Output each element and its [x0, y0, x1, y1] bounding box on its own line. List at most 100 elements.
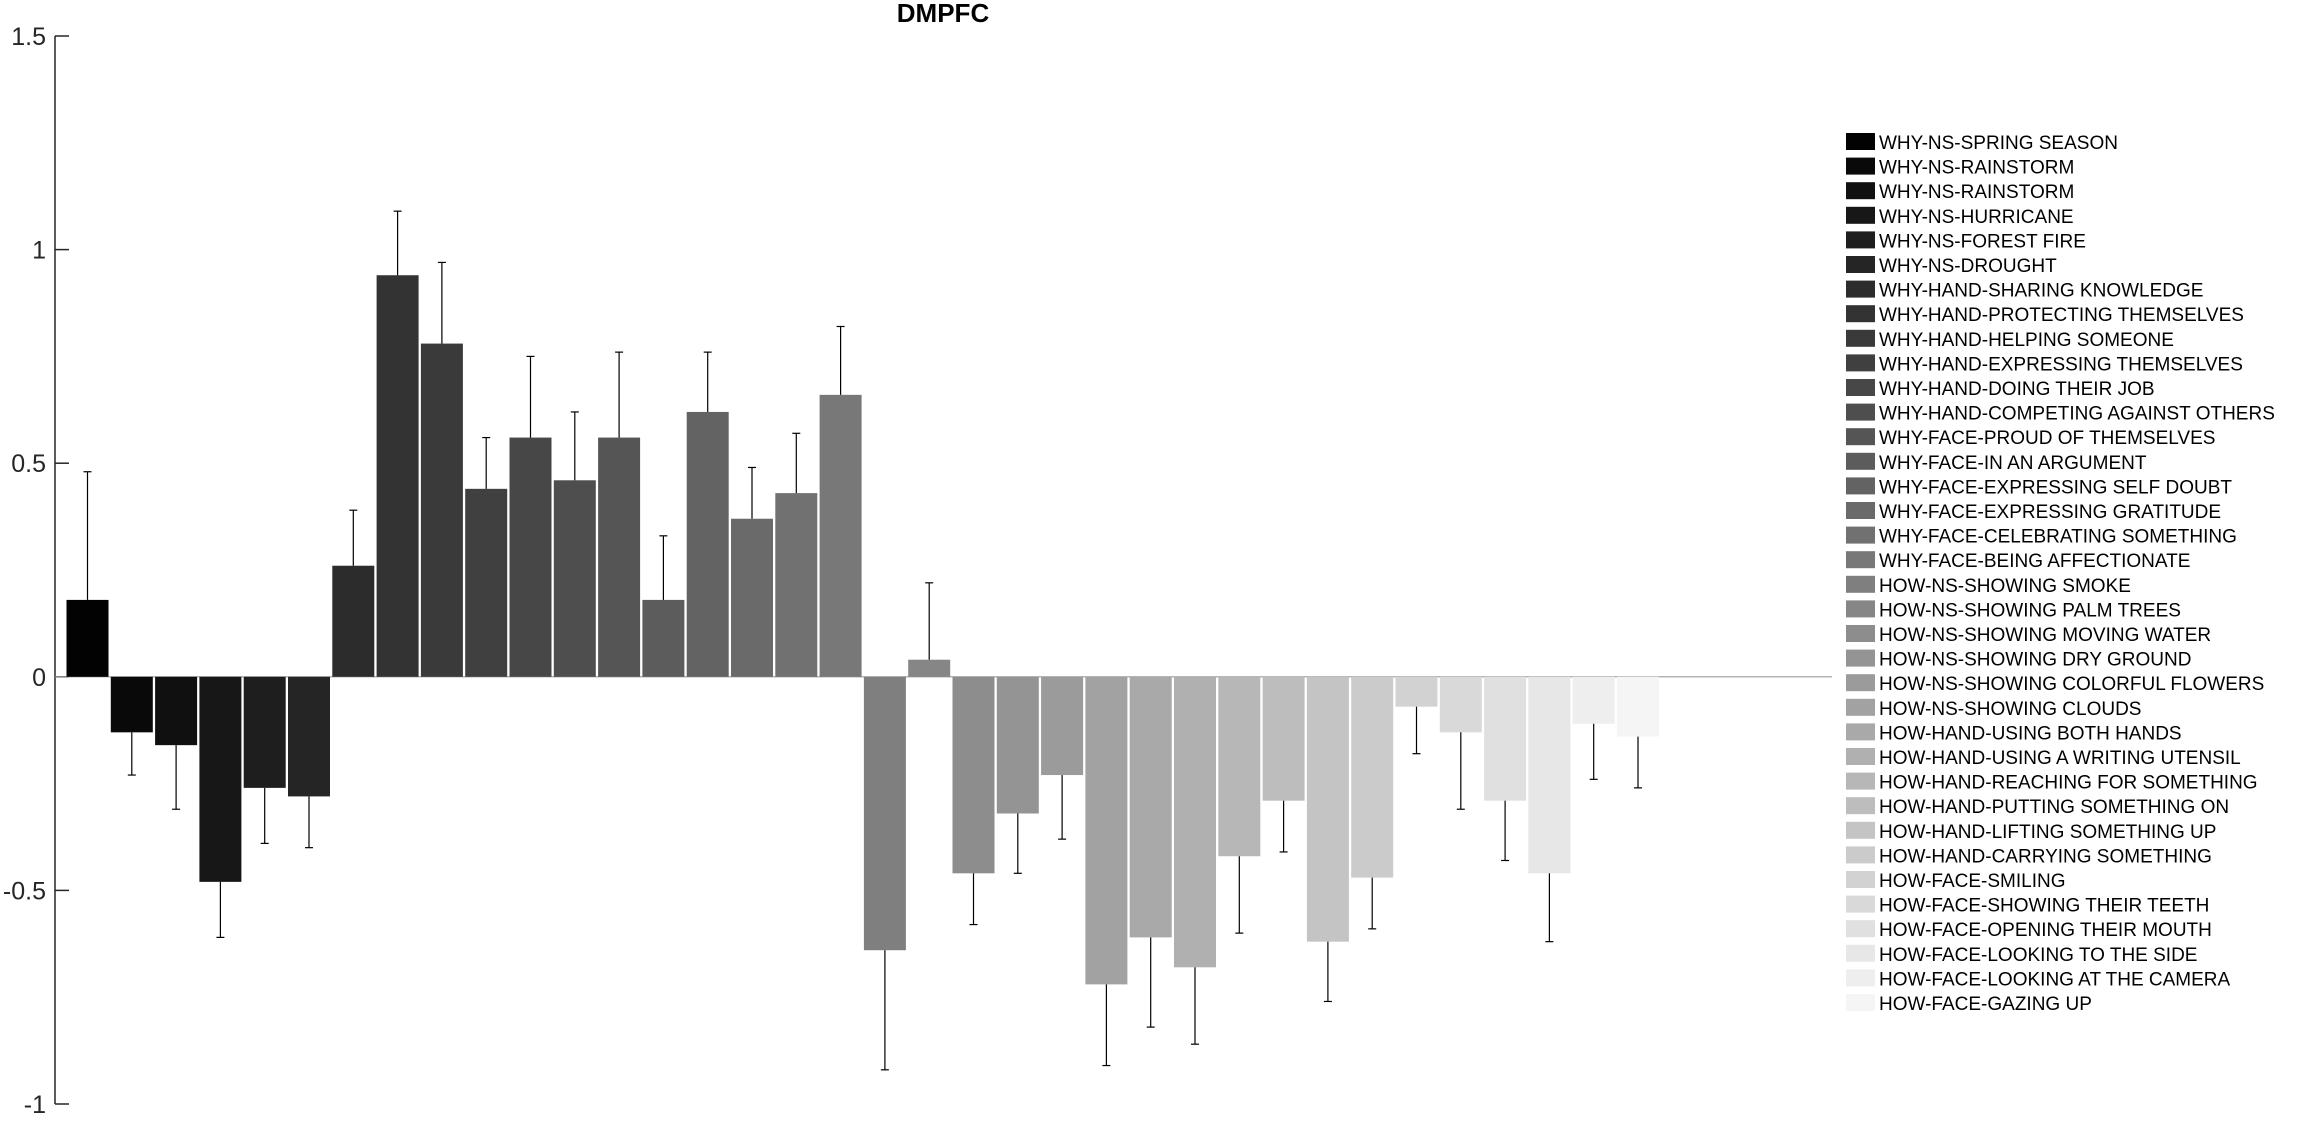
legend-swatch [1846, 748, 1875, 765]
bar [1351, 676, 1394, 878]
bar [1174, 676, 1216, 968]
legend-swatch [1846, 280, 1875, 298]
legend-swatch [1846, 575, 1875, 593]
legend-item: WHY-NS-RAINSTORM [1846, 157, 2074, 179]
legend-item: WHY-HAND-COMPETING AGAINST OTHERS [1846, 403, 2275, 425]
legend-label: WHY-HAND-PROTECTING THEMSELVES [1879, 305, 2244, 326]
legend-swatch [1846, 133, 1875, 150]
legend-label: WHY-NS-RAINSTORM [1879, 182, 2074, 203]
legend-item: HOW-FACE-LOOKING AT THE CAMERA [1846, 969, 2231, 990]
legend-label: HOW-FACE-OPENING THEIR MOUTH [1879, 920, 2212, 941]
bar [465, 488, 508, 677]
bar [1395, 676, 1438, 707]
legend-item: WHY-HAND-PROTECTING THEMSELVES [1846, 305, 2244, 326]
legend-item: HOW-NS-SHOWING PALM TREES [1846, 600, 2181, 621]
bar [819, 394, 862, 677]
legend-swatch [1846, 994, 1875, 1011]
legend-item: WHY-NS-SPRING SEASON [1846, 133, 2118, 154]
legend-item: WHY-FACE-IN AN ARGUMENT [1846, 452, 2147, 474]
bar [1041, 676, 1084, 776]
legend-label: WHY-FACE-BEING AFFECTIONATE [1879, 551, 2190, 572]
bar [1617, 676, 1659, 737]
bar [509, 437, 552, 677]
legend-item: HOW-HAND-REACHING FOR SOMETHING [1846, 772, 2258, 794]
bar [642, 599, 685, 677]
legend-label: WHY-FACE-EXPRESSING SELF DOUBT [1879, 477, 2232, 498]
y-tick-label: -1 [24, 1091, 46, 1116]
legend-label: WHY-HAND-DOING THEIR JOB [1879, 379, 2155, 400]
legend-item: HOW-NS-SHOWING CLOUDS [1846, 698, 2141, 720]
legend-swatch [1846, 256, 1875, 273]
bar [288, 676, 330, 797]
bar [553, 480, 596, 677]
legend-swatch [1846, 797, 1875, 815]
bars-group [66, 275, 1659, 985]
legend-label: WHY-NS-SPRING SEASON [1879, 133, 2118, 154]
bar [775, 493, 818, 677]
legend-item: HOW-HAND-CARRYING SOMETHING [1846, 846, 2212, 867]
legend-label: WHY-NS-FOREST FIRE [1879, 231, 2086, 252]
legend-swatch [1846, 895, 1875, 913]
bar [1306, 676, 1349, 942]
bar [952, 676, 995, 874]
legend-item: WHY-NS-HURRICANE [1846, 206, 2074, 228]
bar [1218, 676, 1261, 857]
legend-item: WHY-FACE-PROUD OF THEMSELVES [1846, 428, 2215, 449]
legend-label: HOW-NS-SHOWING PALM TREES [1879, 600, 2181, 621]
bar [996, 676, 1039, 814]
legend-swatch [1846, 477, 1875, 495]
legend: WHY-NS-SPRING SEASON WHY-NS-RAINSTORM WHY-… [1846, 133, 2275, 1015]
legend-item: HOW-NS-SHOWING SMOKE [1846, 575, 2131, 597]
legend-label: WHY-HAND-HELPING SOMEONE [1879, 330, 2174, 351]
bar [376, 275, 419, 677]
legend-label: WHY-HAND-SHARING KNOWLEDGE [1879, 281, 2203, 302]
legend-label: WHY-NS-RAINSTORM [1879, 158, 2074, 179]
legend-swatch [1846, 502, 1875, 519]
legend-item: HOW-HAND-USING BOTH HANDS [1846, 723, 2182, 744]
legend-item: HOW-HAND-LIFTING SOMETHING UP [1846, 821, 2216, 843]
legend-swatch [1846, 428, 1875, 446]
legend-label: WHY-HAND-COMPETING AGAINST OTHERS [1879, 404, 2275, 425]
legend-item: HOW-HAND-PUTTING SOMETHING ON [1846, 797, 2229, 818]
legend-item: WHY-FACE-BEING AFFECTIONATE [1846, 551, 2190, 572]
legend-label: HOW-FACE-LOOKING AT THE CAMERA [1879, 969, 2231, 990]
legend-label: WHY-FACE-CELEBRATING SOMETHING [1879, 527, 2237, 548]
legend-item: WHY-FACE-CELEBRATING SOMETHING [1846, 526, 2237, 548]
legend-swatch [1846, 551, 1875, 569]
legend-swatch [1846, 206, 1875, 224]
bar [199, 676, 242, 882]
legend-label: HOW-NS-SHOWING CLOUDS [1879, 699, 2141, 720]
legend-swatch [1846, 354, 1875, 372]
legend-swatch [1846, 329, 1875, 347]
legend-item: HOW-HAND-USING A WRITING UTENSIL [1846, 748, 2241, 769]
legend-label: HOW-HAND-CARRYING SOMETHING [1879, 846, 2212, 867]
legend-label: HOW-HAND-REACHING FOR SOMETHING [1879, 773, 2258, 794]
legend-label: WHY-FACE-IN AN ARGUMENT [1879, 453, 2147, 474]
bar [155, 676, 198, 746]
legend-swatch [1846, 231, 1875, 249]
bar [1085, 676, 1128, 985]
legend-label: HOW-NS-SHOWING SMOKE [1879, 576, 2131, 597]
legend-label: HOW-NS-SHOWING MOVING WATER [1879, 625, 2211, 646]
legend-label: HOW-HAND-USING BOTH HANDS [1879, 723, 2182, 744]
legend-item: WHY-HAND-SHARING KNOWLEDGE [1846, 280, 2203, 302]
legend-item: WHY-NS-RAINSTORM [1846, 182, 2074, 203]
bar [1439, 676, 1482, 733]
legend-item: WHY-HAND-HELPING SOMEONE [1846, 329, 2174, 351]
legend-label: WHY-NS-HURRICANE [1879, 207, 2074, 228]
legend-swatch [1846, 600, 1875, 618]
legend-swatch [1846, 452, 1875, 470]
bar [420, 343, 463, 677]
legend-swatch [1846, 379, 1875, 396]
bar [598, 437, 641, 677]
bar [1129, 676, 1172, 938]
y-tick-label: -0.5 [3, 877, 46, 905]
legend-swatch [1846, 846, 1875, 864]
legend-item: HOW-FACE-LOOKING TO THE SIDE [1846, 944, 2197, 966]
bar [1262, 676, 1305, 801]
bar [332, 565, 375, 677]
legend-item: WHY-FACE-EXPRESSING GRATITUDE [1846, 502, 2221, 523]
legend-label: WHY-FACE-PROUD OF THEMSELVES [1879, 428, 2215, 449]
legend-label: HOW-FACE-LOOKING TO THE SIDE [1879, 945, 2197, 966]
